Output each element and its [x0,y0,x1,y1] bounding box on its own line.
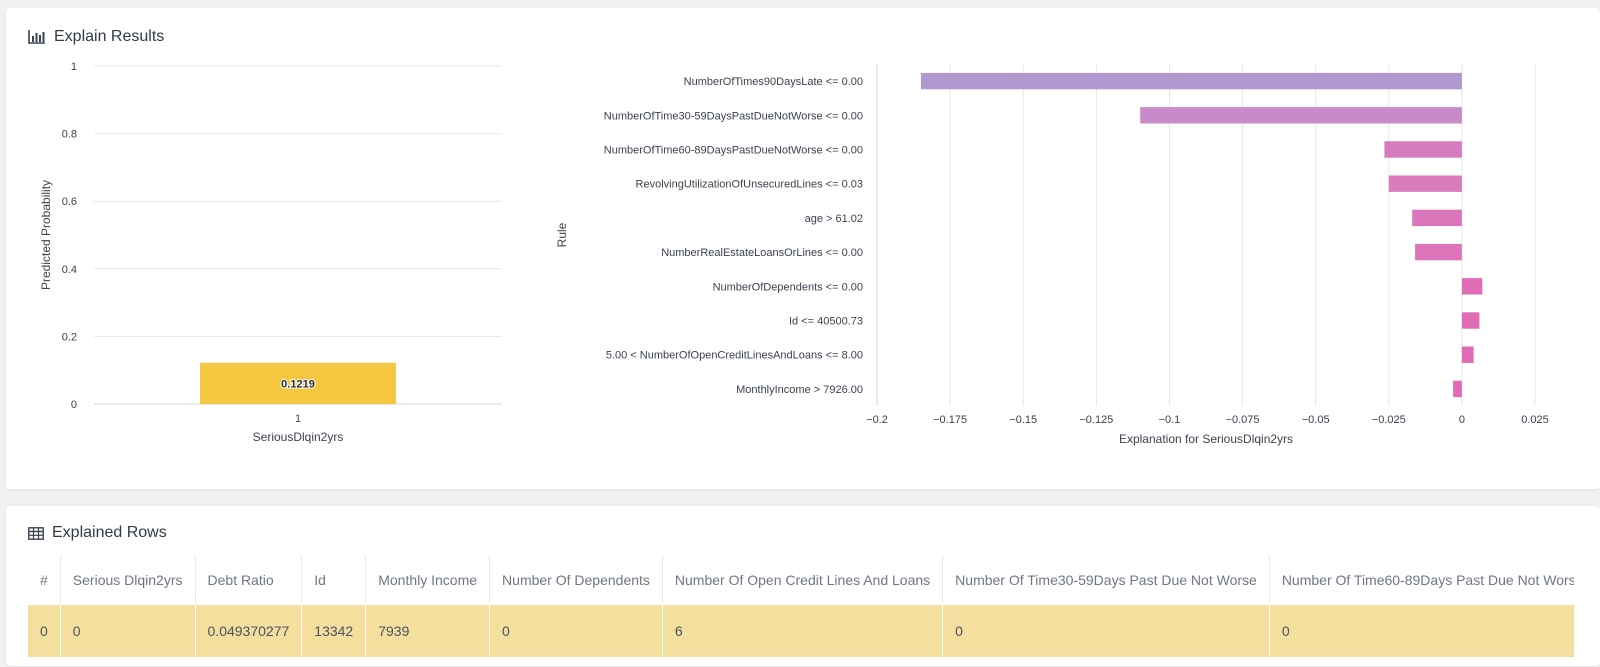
explained-rows-table: # Serious Dlqin2yrs Debt Ratio Id Monthl… [28,555,1574,657]
y-tick-label: 0.8 [62,129,77,141]
x-tick-label: 0.025 [1521,414,1549,426]
explain-results-card: Explain Results 0 0.2 0.4 0.6 0.8 1 0.1219 1 Ser… [6,8,1600,489]
x-axis-label: Explanation for SeriousDlqin2yrs [1119,432,1293,446]
y-tick-label: 0.4 [62,264,77,276]
y-tick-label: 1 [71,61,77,73]
y-tick-label: 0.6 [62,196,77,208]
rule-bar [920,72,1462,90]
rule-explanation-chart: −0.2 −0.175 −0.15 −0.125 −0.1 −0.075 −0.05 −0.0… [555,64,1549,446]
rule-bar [1415,243,1462,261]
column-header[interactable]: Id [301,555,367,605]
rule-label: NumberOfDependents <= 0.00 [713,281,863,293]
table-cell: 0 [942,605,1270,657]
column-header[interactable]: Serious Dlqin2yrs [60,555,196,605]
x-tick-label: −0.15 [1009,414,1037,426]
x-tick-label: 1 [295,413,301,425]
table-cell: 0 [489,605,663,657]
y-tick-label: 0.2 [62,331,77,343]
x-tick-label: 0 [1459,414,1465,426]
table-icon [28,526,44,540]
table-row[interactable]: 0 0 0.049370277 13342 7939 0 6 0 0 [28,605,1574,657]
rule-label: MonthlyIncome > 7926.00 [736,384,863,396]
table-header-row: # Serious Dlqin2yrs Debt Ratio Id Monthl… [28,555,1574,605]
y-tick-label: 0 [71,399,77,411]
table-cell: 0.049370277 [195,605,303,657]
table-cell: 0 [60,605,196,657]
explain-results-header: Explain Results [28,28,164,46]
explain-results-title: Explain Results [54,28,165,45]
column-header[interactable]: Number Of Open Credit Lines And Loans [662,555,944,605]
rule-label: NumberOfTime60-89DaysPastDueNotWorse <= … [604,145,863,157]
rule-bar [1461,278,1483,295]
column-header[interactable]: Number Of Time60-89Days Past Due Not Wor… [1281,572,1574,588]
table-cell: 13342 [301,605,367,657]
column-header[interactable]: Monthly Income [365,555,491,605]
bar-chart-icon [28,30,46,44]
rule-bar [1140,107,1462,124]
x-tick-label: −0.2 [866,414,888,426]
x-tick-label: −0.125 [1079,414,1113,426]
explained-rows-table-wrap[interactable]: # Serious Dlqin2yrs Debt Ratio Id Monthl… [28,555,1574,667]
y-axis-label: Rule [555,222,569,247]
column-header[interactable]: Number Of Dependents [489,555,663,605]
x-axis-label: SeriousDlqin2yrs [253,430,344,444]
table-cell: 7939 [365,605,491,657]
rule-label: NumberOfTimes90DaysLate <= 0.00 [684,76,863,88]
bar-data-label: 0.1219 [281,378,315,390]
rule-label: 5.00 < NumberOfOpenCreditLinesAndLoans <… [606,350,863,362]
column-header[interactable]: Number Of Time30-59Days Past Due Not Wor… [942,555,1270,605]
rule-label: NumberRealEstateLoansOrLines <= 0.00 [661,247,863,259]
rule-label: RevolvingUtilizationOfUnsecuredLines <= … [636,179,863,191]
x-tick-label: −0.075 [1226,414,1260,426]
table-cell: 0 [28,605,61,657]
rule-bar [1461,312,1480,329]
x-tick-label: −0.025 [1372,414,1406,426]
predicted-probability-chart: 0 0.2 0.4 0.6 0.8 1 0.1219 1 SeriousDlqin2yrs Pre… [39,61,502,444]
rule-bar [1461,346,1474,363]
explained-rows-card: Explained Rows # Serious Dlqin2yrs Debt … [6,506,1600,666]
column-header[interactable]: # [28,555,61,605]
y-axis-label: Predicted Probability [39,180,53,290]
rule-label: Id <= 40500.73 [789,316,863,328]
column-header[interactable]: Debt Ratio [195,555,303,605]
probability-bar [200,362,396,404]
table-cell: 6 [662,605,944,657]
x-tick-label: −0.175 [933,414,967,426]
explained-rows-title: Explained Rows [52,524,167,541]
explained-rows-header: Explained Rows [28,524,167,542]
rule-bar [1412,209,1462,227]
rule-label: age > 61.02 [805,213,863,225]
x-tick-label: −0.1 [1159,414,1181,426]
table-cell: 0 [1269,605,1574,657]
x-tick-label: −0.05 [1302,414,1330,426]
rule-bar [1453,380,1462,398]
rule-bar [1388,175,1462,192]
rule-bar [1384,141,1462,158]
rule-label: NumberOfTime30-59DaysPastDueNotWorse <= … [604,110,863,122]
